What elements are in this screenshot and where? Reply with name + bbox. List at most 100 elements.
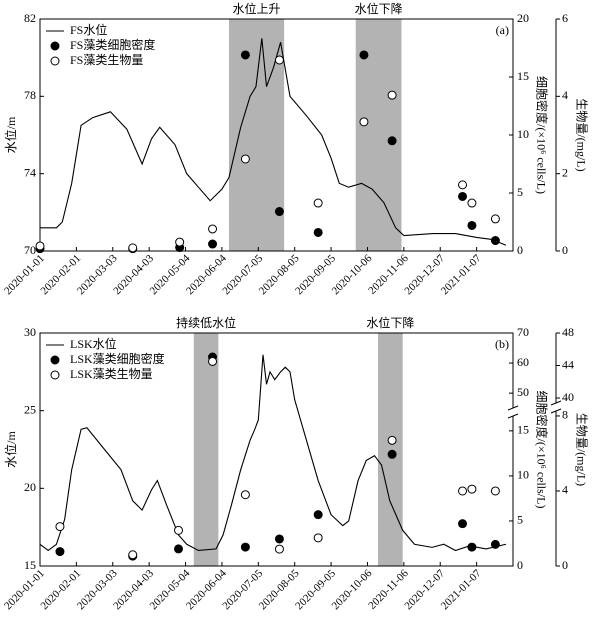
density-point xyxy=(359,50,369,60)
y2-axis-title: 细胞密度/(×10⁶ cells/L) xyxy=(534,76,549,194)
x-tick-label: 2021-01-07 xyxy=(439,252,484,297)
y2-tick-label: 15 xyxy=(517,423,529,437)
legend-marker xyxy=(50,41,60,51)
y3-tick-label: 8 xyxy=(562,408,568,422)
x-tick-label: 2021-01-07 xyxy=(439,567,484,612)
y2-tick-label: 60 xyxy=(517,355,529,369)
legend-label: LSK水位 xyxy=(70,336,117,351)
y3-tick-label: 0 xyxy=(562,243,568,257)
y3-tick-label: 48 xyxy=(562,325,574,339)
density-point xyxy=(240,50,250,60)
biomass-point xyxy=(240,490,250,500)
density-point xyxy=(55,547,65,557)
biomass-point xyxy=(387,435,397,445)
y3-tick-label: 6 xyxy=(562,11,568,25)
region-label: 水位下降 xyxy=(355,1,403,16)
density-point xyxy=(458,191,468,201)
panel-label: (a) xyxy=(496,23,509,37)
biomass-point xyxy=(240,154,250,164)
density-point xyxy=(208,239,218,249)
biomass-point xyxy=(128,550,138,560)
y-tick-label: 74 xyxy=(24,165,36,179)
biomass-point xyxy=(173,525,183,535)
biomass-point xyxy=(274,55,284,65)
legend-label: FS水位 xyxy=(70,22,107,37)
biomass-point xyxy=(313,533,323,543)
y2-axis-title: 细胞密度/(×10⁶ cells/L) xyxy=(534,391,549,509)
density-point xyxy=(490,236,500,246)
density-point xyxy=(313,510,323,520)
y-tick-label: 78 xyxy=(24,88,36,102)
y-axis-title: 水位/m xyxy=(3,431,18,468)
biomass-point xyxy=(359,117,369,127)
density-point xyxy=(313,227,323,237)
y2-tick-label: 15 xyxy=(517,69,529,83)
axis-break-mark xyxy=(507,413,519,419)
biomass-point xyxy=(128,243,138,253)
biomass-point xyxy=(313,198,323,208)
biomass-point xyxy=(467,198,477,208)
y3-tick-label: 4 xyxy=(562,483,568,497)
y-tick-label: 20 xyxy=(24,480,36,494)
biomass-point xyxy=(55,522,65,532)
legend-label: LSK藻类细胞密度 xyxy=(70,351,165,366)
density-point xyxy=(467,542,477,552)
y3-tick-label: 2 xyxy=(562,165,568,179)
density-point xyxy=(490,539,500,549)
biomass-point xyxy=(490,214,500,224)
y2-tick-label: 10 xyxy=(517,468,529,482)
biomass-point xyxy=(35,241,45,251)
density-point xyxy=(274,534,284,544)
axis-break-mark xyxy=(507,405,519,411)
y2-tick-label: 10 xyxy=(517,127,529,141)
biomass-point xyxy=(208,224,218,234)
biomass-point xyxy=(175,237,185,247)
legend-marker xyxy=(50,370,60,380)
y3-tick-label: 0 xyxy=(562,558,568,572)
y-tick-label: 25 xyxy=(24,402,36,416)
axis-break-gap xyxy=(510,407,516,416)
y2-tick-label: 50 xyxy=(517,385,529,399)
axis-break-mark xyxy=(550,408,562,414)
legend-marker xyxy=(50,355,60,365)
density-point xyxy=(387,449,397,459)
region-label: 水位下降 xyxy=(366,315,414,330)
density-point xyxy=(240,542,250,552)
biomass-point xyxy=(208,356,218,366)
biomass-point xyxy=(387,90,397,100)
water-level-line xyxy=(40,38,507,246)
y-axis-title: 水位/m xyxy=(3,116,18,153)
y2-tick-label: 5 xyxy=(517,513,523,527)
legend-marker xyxy=(50,56,60,66)
y2-tick-label: 0 xyxy=(517,243,523,257)
y3-axis-title: 生物量/(mg/L) xyxy=(574,98,588,171)
region-label: 持续低水位 xyxy=(176,315,236,330)
y3-tick-label: 40 xyxy=(562,390,574,404)
y3-tick-label: 4 xyxy=(562,88,568,102)
y2-tick-label: 20 xyxy=(517,11,529,25)
biomass-point xyxy=(274,544,284,554)
legend-label: FS藻类细胞密度 xyxy=(70,37,155,52)
shaded-region xyxy=(193,333,219,566)
density-point xyxy=(467,220,477,230)
shaded-region xyxy=(378,333,403,566)
region-label: 水位上升 xyxy=(233,1,281,16)
biomass-point xyxy=(458,180,468,190)
density-point xyxy=(274,207,284,217)
y-tick-label: 15 xyxy=(24,558,36,572)
biomass-point xyxy=(467,484,477,494)
biomass-point xyxy=(490,486,500,496)
density-point xyxy=(387,136,397,146)
shaded-region xyxy=(228,19,285,251)
biomass-point xyxy=(458,486,468,496)
y-tick-label: 70 xyxy=(24,243,36,257)
y-tick-label: 82 xyxy=(24,11,36,25)
y2-tick-label: 5 xyxy=(517,185,523,199)
y3-axis-title: 生物量/(mg/L) xyxy=(574,413,588,486)
density-point xyxy=(458,519,468,529)
legend-label: FS藻类生物量 xyxy=(70,53,143,67)
axis-break-mark xyxy=(550,400,562,406)
y2-tick-label: 0 xyxy=(517,558,523,572)
y3-tick-label: 44 xyxy=(562,357,574,371)
